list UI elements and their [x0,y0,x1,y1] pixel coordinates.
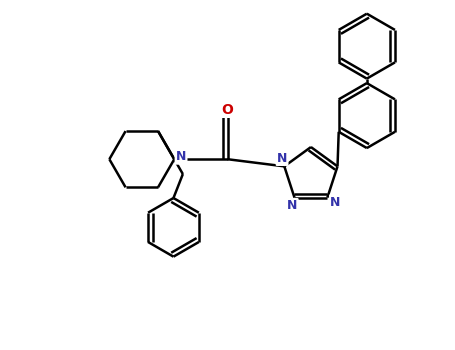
Text: O: O [222,103,233,117]
Text: N: N [277,152,287,165]
Text: N: N [330,196,341,209]
Text: N: N [176,150,186,163]
Text: N: N [287,199,298,212]
